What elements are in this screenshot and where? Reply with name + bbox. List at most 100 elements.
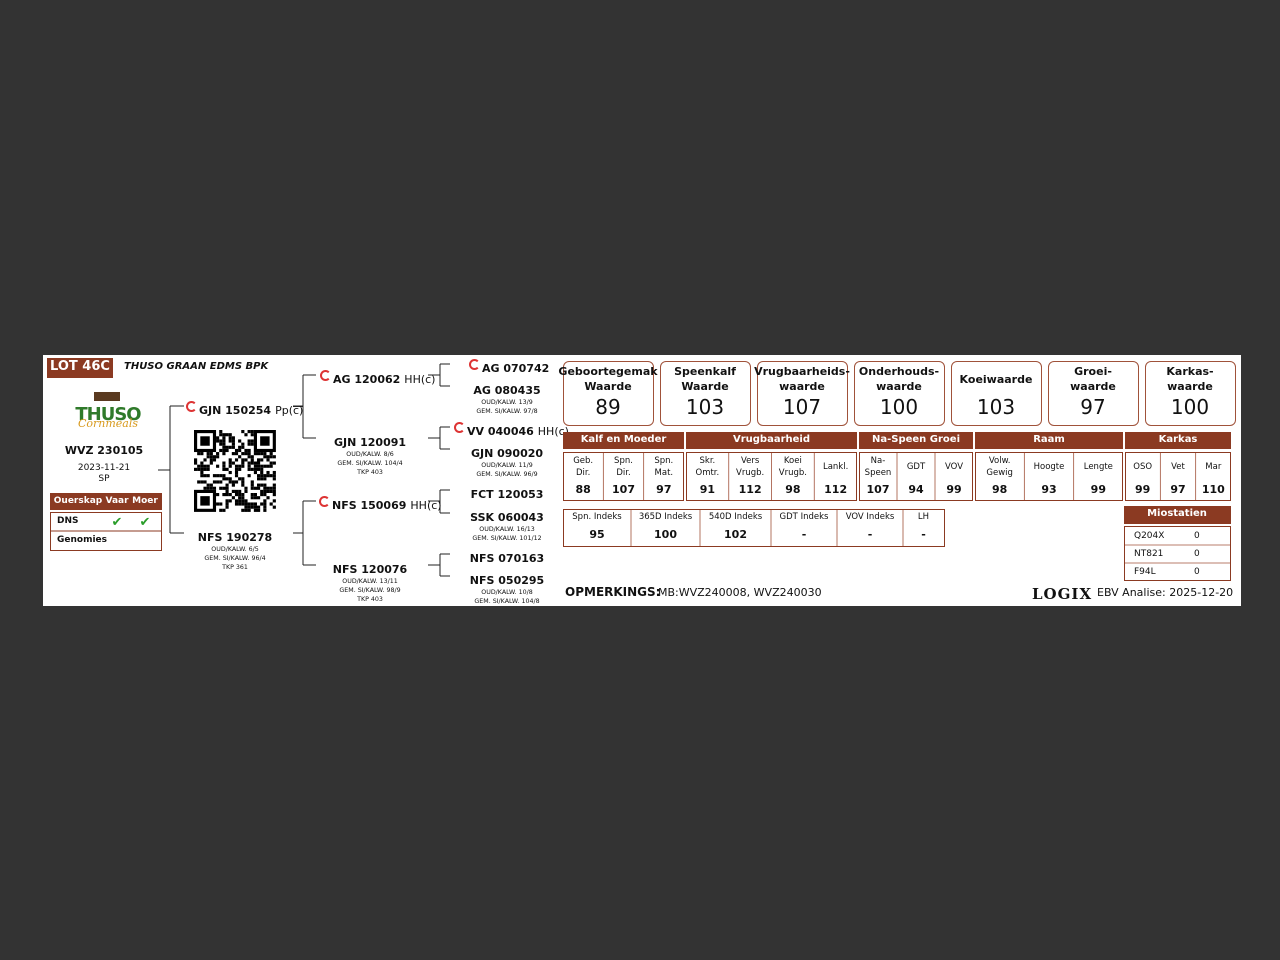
- pedigree-detail: TKP 403: [357, 596, 383, 604]
- qr-module: [228, 458, 232, 462]
- qr-module: [219, 486, 223, 490]
- lot-label: LOT 46C: [50, 359, 110, 374]
- qr-module: [206, 467, 210, 471]
- qr-module: [247, 467, 251, 471]
- ebv-label: Volw.: [988, 456, 1011, 466]
- value-number: 97: [1080, 395, 1106, 419]
- ebv-group-body: [859, 452, 973, 501]
- ebv-group-name: Raam: [1033, 434, 1065, 445]
- qr-module: [234, 467, 239, 471]
- qr-module: [219, 508, 223, 512]
- ebv-group-body: [1125, 452, 1231, 501]
- pedigree-name: AG 080435: [473, 384, 541, 397]
- ebv-label: Spn.: [614, 456, 633, 466]
- value-label: Geboortegemak: [558, 365, 658, 378]
- qr-module: [238, 499, 242, 503]
- qr-module: [266, 486, 270, 490]
- qr-module: [216, 474, 220, 478]
- pedigree-node: NFS 120076 OUD/KALW. 13/11 GEM. SI/KALW. 9…: [333, 559, 407, 604]
- qr-module: [253, 461, 257, 465]
- pedigree-node: SSK 060043 OUD/KALW. 16/13 GEM. SI/KALW. 1…: [470, 507, 544, 543]
- qr-module: [263, 486, 267, 490]
- qr-module: [212, 455, 217, 459]
- ebv-label: Skr.: [699, 456, 716, 466]
- ebv-group-name: Kalf en Moeder: [580, 434, 667, 445]
- ebv-group-header: [975, 432, 1123, 449]
- ebv-value: 112: [824, 483, 848, 496]
- qr-module: [266, 489, 270, 493]
- qr-module: [263, 452, 267, 456]
- breeder-icon: [186, 401, 197, 412]
- breeder-icon: [320, 370, 331, 381]
- myostatin-name: F94L: [1134, 567, 1156, 577]
- qr-module: [266, 458, 270, 462]
- qr-module: [250, 458, 254, 462]
- logo-tagline: Cornmeals: [77, 417, 139, 430]
- ebv-group-name: Na-Speen Groei: [871, 434, 961, 445]
- qr-module: [250, 505, 254, 509]
- myostatin-value: 0: [1194, 567, 1200, 577]
- value-number: 103: [976, 395, 1016, 419]
- qr-module: [231, 442, 235, 446]
- qr-module: [260, 483, 264, 487]
- qr-module: [231, 439, 235, 443]
- qr-module: [263, 499, 267, 503]
- qr-module: [234, 452, 239, 456]
- parentage-header-cell: Moer: [132, 496, 158, 506]
- qr-module: [228, 439, 232, 443]
- qr-module: [238, 445, 242, 449]
- pedigree-name: FCT 120053: [470, 488, 544, 501]
- logo-name: THUSO: [75, 404, 141, 425]
- qr-module: [247, 508, 251, 512]
- ebv-value: 91: [699, 483, 716, 496]
- pedigree-suffix: HH(c): [537, 425, 569, 438]
- qr-module: [272, 470, 276, 475]
- index-label: 540D Indeks: [708, 512, 763, 522]
- qr-module: [234, 448, 239, 453]
- ebv-group-body: [975, 452, 1123, 501]
- qr-module: [244, 486, 248, 490]
- qr-module: [206, 455, 210, 459]
- ebv-group-body: [686, 452, 857, 501]
- parentage-cell: ✔: [139, 515, 151, 530]
- qr-module: [219, 480, 223, 484]
- ebv-value: 99: [1135, 483, 1151, 496]
- pedigree-node: FCT 120053: [471, 484, 544, 502]
- qr-finder: [200, 436, 210, 446]
- qr-module: [241, 464, 245, 468]
- qr-module: [228, 470, 232, 475]
- qr-module: [253, 470, 257, 475]
- qr-module: [209, 483, 213, 487]
- pedigree-detail: GEM. SI/KALW. 96/9: [476, 471, 538, 479]
- qr-module: [241, 477, 245, 481]
- value-box: [563, 361, 654, 426]
- ebv-label: Koei: [783, 456, 802, 466]
- qr-module: [238, 477, 242, 481]
- qr-module: [197, 467, 201, 471]
- qr-module: [260, 458, 264, 462]
- ebv-group-body: [563, 452, 684, 501]
- ebv-value: 97: [1170, 483, 1186, 496]
- parentage-header-cell: Ouerskap: [53, 496, 103, 506]
- qr-module: [272, 461, 276, 465]
- qr-module: [247, 452, 251, 456]
- qr-module: [238, 464, 242, 468]
- pedigree-node: NFS 150069 HH(c): [332, 495, 442, 513]
- ebv-label: Dir.: [616, 468, 631, 478]
- qr-module: [250, 480, 254, 484]
- qr-module: [219, 474, 223, 478]
- value-label: Waarde: [584, 380, 632, 393]
- qr-module: [231, 480, 235, 484]
- pedigree-detail: OUD/KALW. 16/13: [479, 526, 535, 534]
- qr-module: [238, 496, 242, 500]
- qr-module: [269, 452, 273, 456]
- qr-module: [238, 467, 242, 471]
- qr-module: [269, 489, 273, 493]
- myostatin-body: [1124, 526, 1231, 581]
- qr-module: [241, 483, 245, 487]
- qr-module: [238, 489, 242, 493]
- qr-module: [247, 464, 251, 468]
- qr-module: [225, 483, 229, 487]
